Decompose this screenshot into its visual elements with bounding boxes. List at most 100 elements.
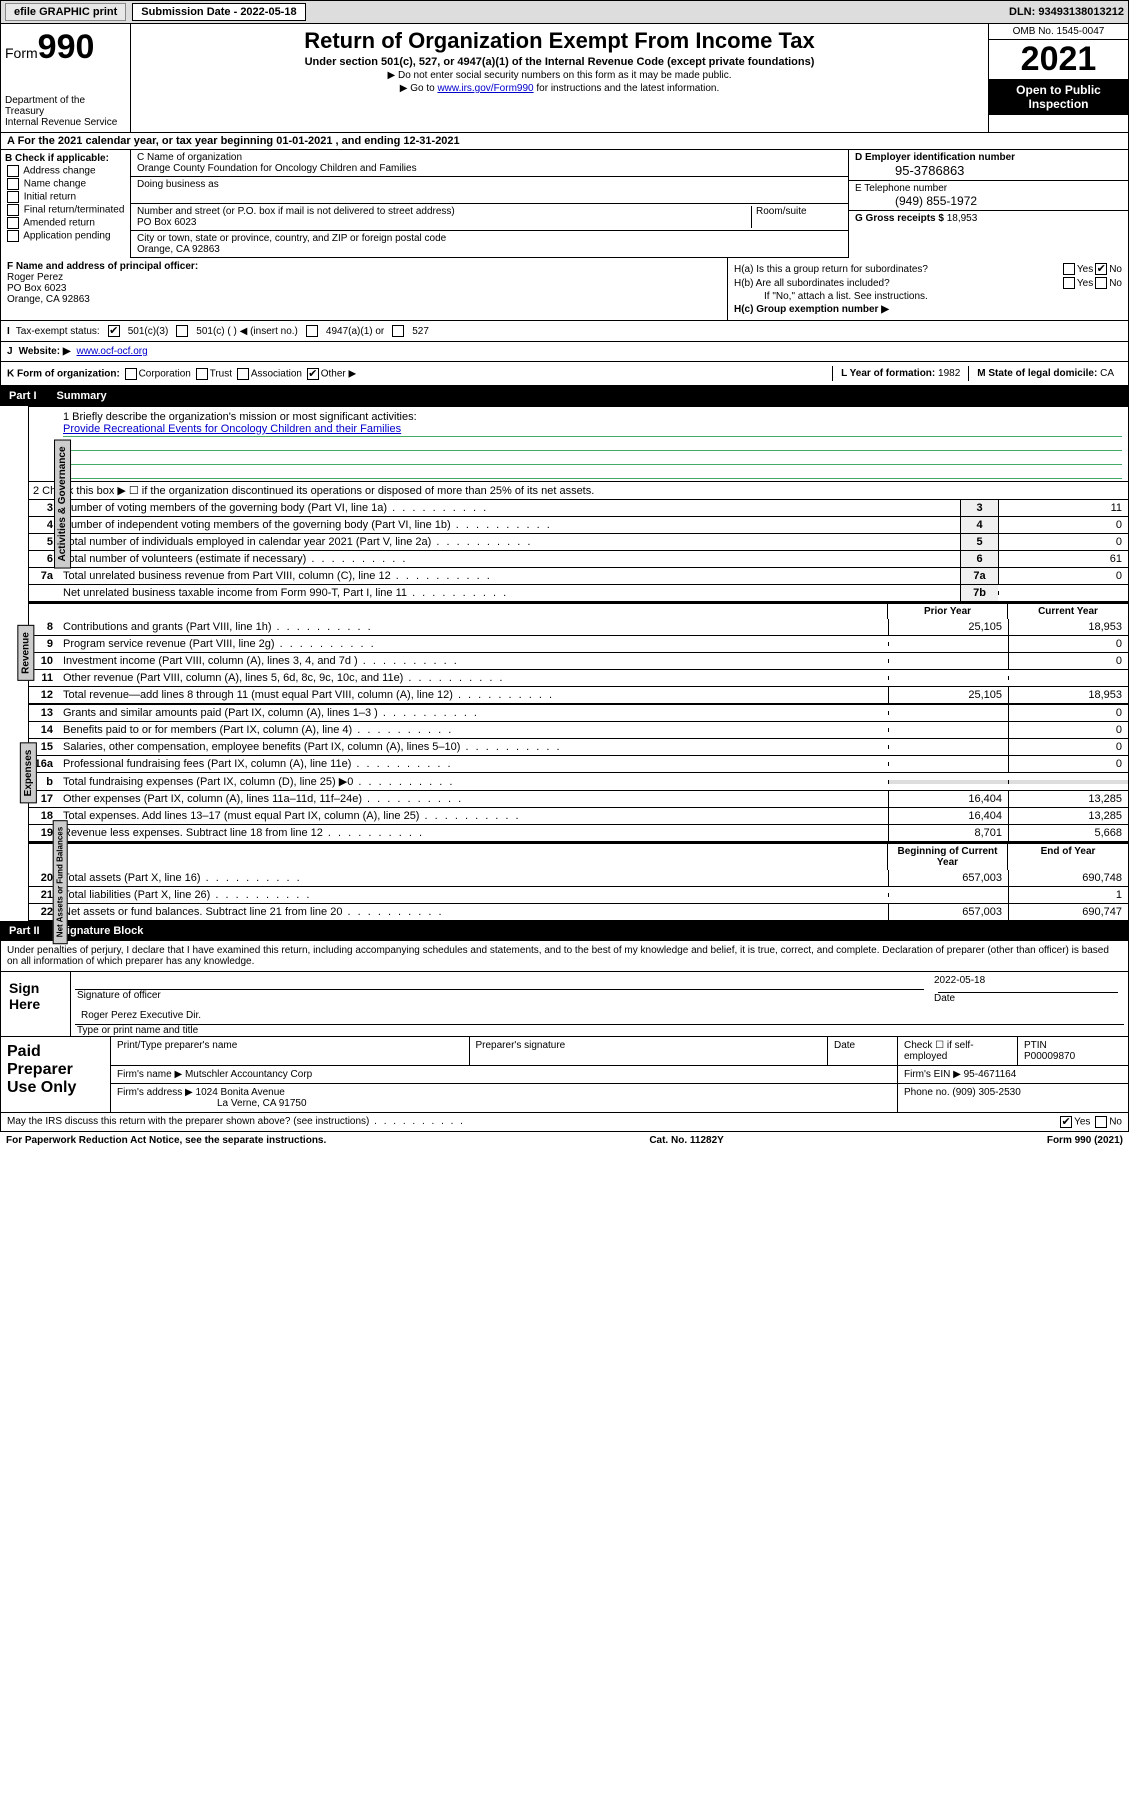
ha-yes-checkbox[interactable]: [1063, 263, 1075, 275]
i-label: Tax-exempt status:: [16, 326, 100, 337]
cb-501c[interactable]: [176, 325, 188, 337]
vtab-na-label: Net Assets or Fund Balances: [53, 819, 68, 943]
form990-link[interactable]: www.irs.gov/Form990: [437, 83, 533, 94]
boy-hdr: Beginning of Current Year: [888, 844, 1008, 870]
note2-post: for instructions and the latest informat…: [534, 83, 720, 94]
cb-527[interactable]: [392, 325, 404, 337]
dept-label: Department of the Treasury: [5, 95, 126, 117]
discuss-no-checkbox[interactable]: [1095, 1116, 1107, 1128]
row-a-mid: , and ending: [336, 135, 404, 147]
col-b: B Check if applicable: Address change Na…: [1, 150, 131, 258]
open-public-label: Open to Public Inspection: [989, 79, 1128, 115]
firm-ein-label: Firm's EIN ▶: [904, 1069, 961, 1080]
year-formation: 1982: [938, 368, 960, 379]
k-label: K Form of organization:: [7, 368, 120, 379]
signature-block: Under penalties of perjury, I declare th…: [0, 941, 1129, 1037]
sig-date-label: Date: [934, 993, 1122, 1004]
form-word: Form: [5, 45, 38, 61]
firm-addr2: La Verne, CA 91750: [117, 1098, 307, 1109]
city-label: City or town, state or province, country…: [137, 233, 842, 244]
summary-line: 4 Number of independent voting members o…: [28, 517, 1129, 534]
hb-yes-checkbox[interactable]: [1063, 277, 1075, 289]
row-a-begin: 01-01-2021: [276, 135, 332, 147]
firm-addr1: 1024 Bonita Avenue: [196, 1087, 285, 1098]
cb-final-return[interactable]: Final return/terminated: [5, 204, 126, 216]
cb-trust[interactable]: [196, 368, 208, 380]
prep-date-hdr: Date: [828, 1037, 898, 1065]
top-bar: efile GRAPHIC print Submission Date - 20…: [0, 0, 1129, 24]
irs-label: Internal Revenue Service: [5, 117, 126, 128]
section-fh: F Name and address of principal officer:…: [0, 258, 1129, 321]
prep-name-hdr: Print/Type preparer's name: [111, 1037, 470, 1065]
prep-sig-hdr: Preparer's signature: [470, 1037, 829, 1065]
hb-no-checkbox[interactable]: [1095, 277, 1107, 289]
summary-line: 8 Contributions and grants (Part VIII, l…: [28, 619, 1129, 636]
summary-line: 13 Grants and similar amounts paid (Part…: [28, 705, 1129, 722]
ha-no-checkbox[interactable]: [1095, 263, 1107, 275]
cb-amended-return[interactable]: Amended return: [5, 217, 126, 229]
firm-phone: (909) 305-2530: [952, 1087, 1020, 1098]
gross-label: G Gross receipts $: [855, 213, 947, 224]
paid-preparer-block: Paid Preparer Use Only Print/Type prepar…: [0, 1037, 1129, 1113]
current-year-hdr: Current Year: [1008, 604, 1128, 619]
firm-name: Mutschler Accountancy Corp: [185, 1069, 312, 1080]
cb-application-pending[interactable]: Application pending: [5, 230, 126, 242]
summary-line: 22 Net assets or fund balances. Subtract…: [28, 904, 1129, 921]
discuss-row: May the IRS discuss this return with the…: [0, 1113, 1129, 1132]
gross-value: 18,953: [947, 213, 978, 224]
org-name: Orange County Foundation for Oncology Ch…: [137, 163, 842, 174]
summary-line: 16a Professional fundraising fees (Part …: [28, 756, 1129, 773]
mission-label: 1 Briefly describe the organization's mi…: [63, 411, 1122, 423]
firm-ein: 95-4671164: [964, 1069, 1017, 1080]
section-bcd: B Check if applicable: Address change Na…: [0, 150, 1129, 258]
summary-line: 5 Total number of individuals employed i…: [28, 534, 1129, 551]
ptin-value: P00009870: [1024, 1051, 1075, 1062]
cb-assoc[interactable]: [237, 368, 249, 380]
part1-label: Part I: [9, 390, 37, 402]
summary-line: 9 Program service revenue (Part VIII, li…: [28, 636, 1129, 653]
ptin-label: PTIN: [1024, 1040, 1047, 1051]
discuss-yes-checkbox[interactable]: [1060, 1116, 1072, 1128]
summary-line: b Total fundraising expenses (Part IX, c…: [28, 773, 1129, 791]
cb-address-change[interactable]: Address change: [5, 165, 126, 177]
revenue-col-headers: Prior Year Current Year: [28, 603, 1129, 619]
form-header-left: Form990 Department of the Treasury Inter…: [1, 24, 131, 132]
cb-4947[interactable]: [306, 325, 318, 337]
efile-print-button[interactable]: efile GRAPHIC print: [5, 3, 126, 21]
part1-title: Summary: [57, 390, 107, 402]
form-header-mid: Return of Organization Exempt From Incom…: [131, 24, 988, 132]
row-i: I Tax-exempt status: 501(c)(3) 501(c) ( …: [0, 321, 1129, 342]
dba-label: Doing business as: [137, 179, 842, 190]
submission-date: Submission Date - 2022-05-18: [132, 3, 305, 21]
vtab-netassets: Net Assets or Fund Balances Beginning of…: [0, 842, 1129, 921]
form-subtitle: Under section 501(c), 527, or 4947(a)(1)…: [139, 56, 980, 68]
cb-corp[interactable]: [125, 368, 137, 380]
officer-addr1: PO Box 6023: [7, 283, 721, 294]
website-link[interactable]: www.ocf-ocf.org: [77, 346, 148, 357]
cb-initial-return[interactable]: Initial return: [5, 191, 126, 203]
street-label: Number and street (or P.O. box if mail i…: [137, 206, 747, 217]
line2-text: 2 Check this box ▶ ☐ if the organization…: [29, 482, 1128, 499]
form-number: 990: [38, 28, 95, 66]
city-value: Orange, CA 92863: [137, 244, 842, 255]
tel-label: E Telephone number: [855, 183, 1122, 194]
summary-line: 19 Revenue less expenses. Subtract line …: [28, 825, 1129, 842]
row-a-end: 12-31-2021: [403, 135, 459, 147]
j-label: Website: ▶: [19, 346, 71, 357]
firm-label: Firm's name ▶: [117, 1069, 182, 1080]
tel-value: (949) 855-1972: [855, 194, 1122, 208]
vtab-activities: Activities & Governance 1 Briefly descri…: [0, 406, 1129, 602]
vtab-expenses: Expenses 13 Grants and similar amounts p…: [0, 704, 1129, 842]
cb-501c3[interactable]: [108, 325, 120, 337]
dln-label: DLN: 93493138013212: [1009, 6, 1124, 18]
note2-pre: ▶ Go to: [400, 83, 438, 94]
summary-line: 11 Other revenue (Part VIII, column (A),…: [28, 670, 1129, 687]
cat-no: Cat. No. 11282Y: [649, 1135, 723, 1146]
paperwork-label: For Paperwork Reduction Act Notice, see …: [6, 1135, 326, 1146]
mission-text-link[interactable]: Provide Recreational Events for Oncology…: [63, 423, 401, 435]
eoy-hdr: End of Year: [1008, 844, 1128, 870]
summary-line: 10 Investment income (Part VIII, column …: [28, 653, 1129, 670]
form-header-right: OMB No. 1545-0047 2021 Open to Public In…: [988, 24, 1128, 132]
cb-other[interactable]: [307, 368, 319, 380]
cb-name-change[interactable]: Name change: [5, 178, 126, 190]
